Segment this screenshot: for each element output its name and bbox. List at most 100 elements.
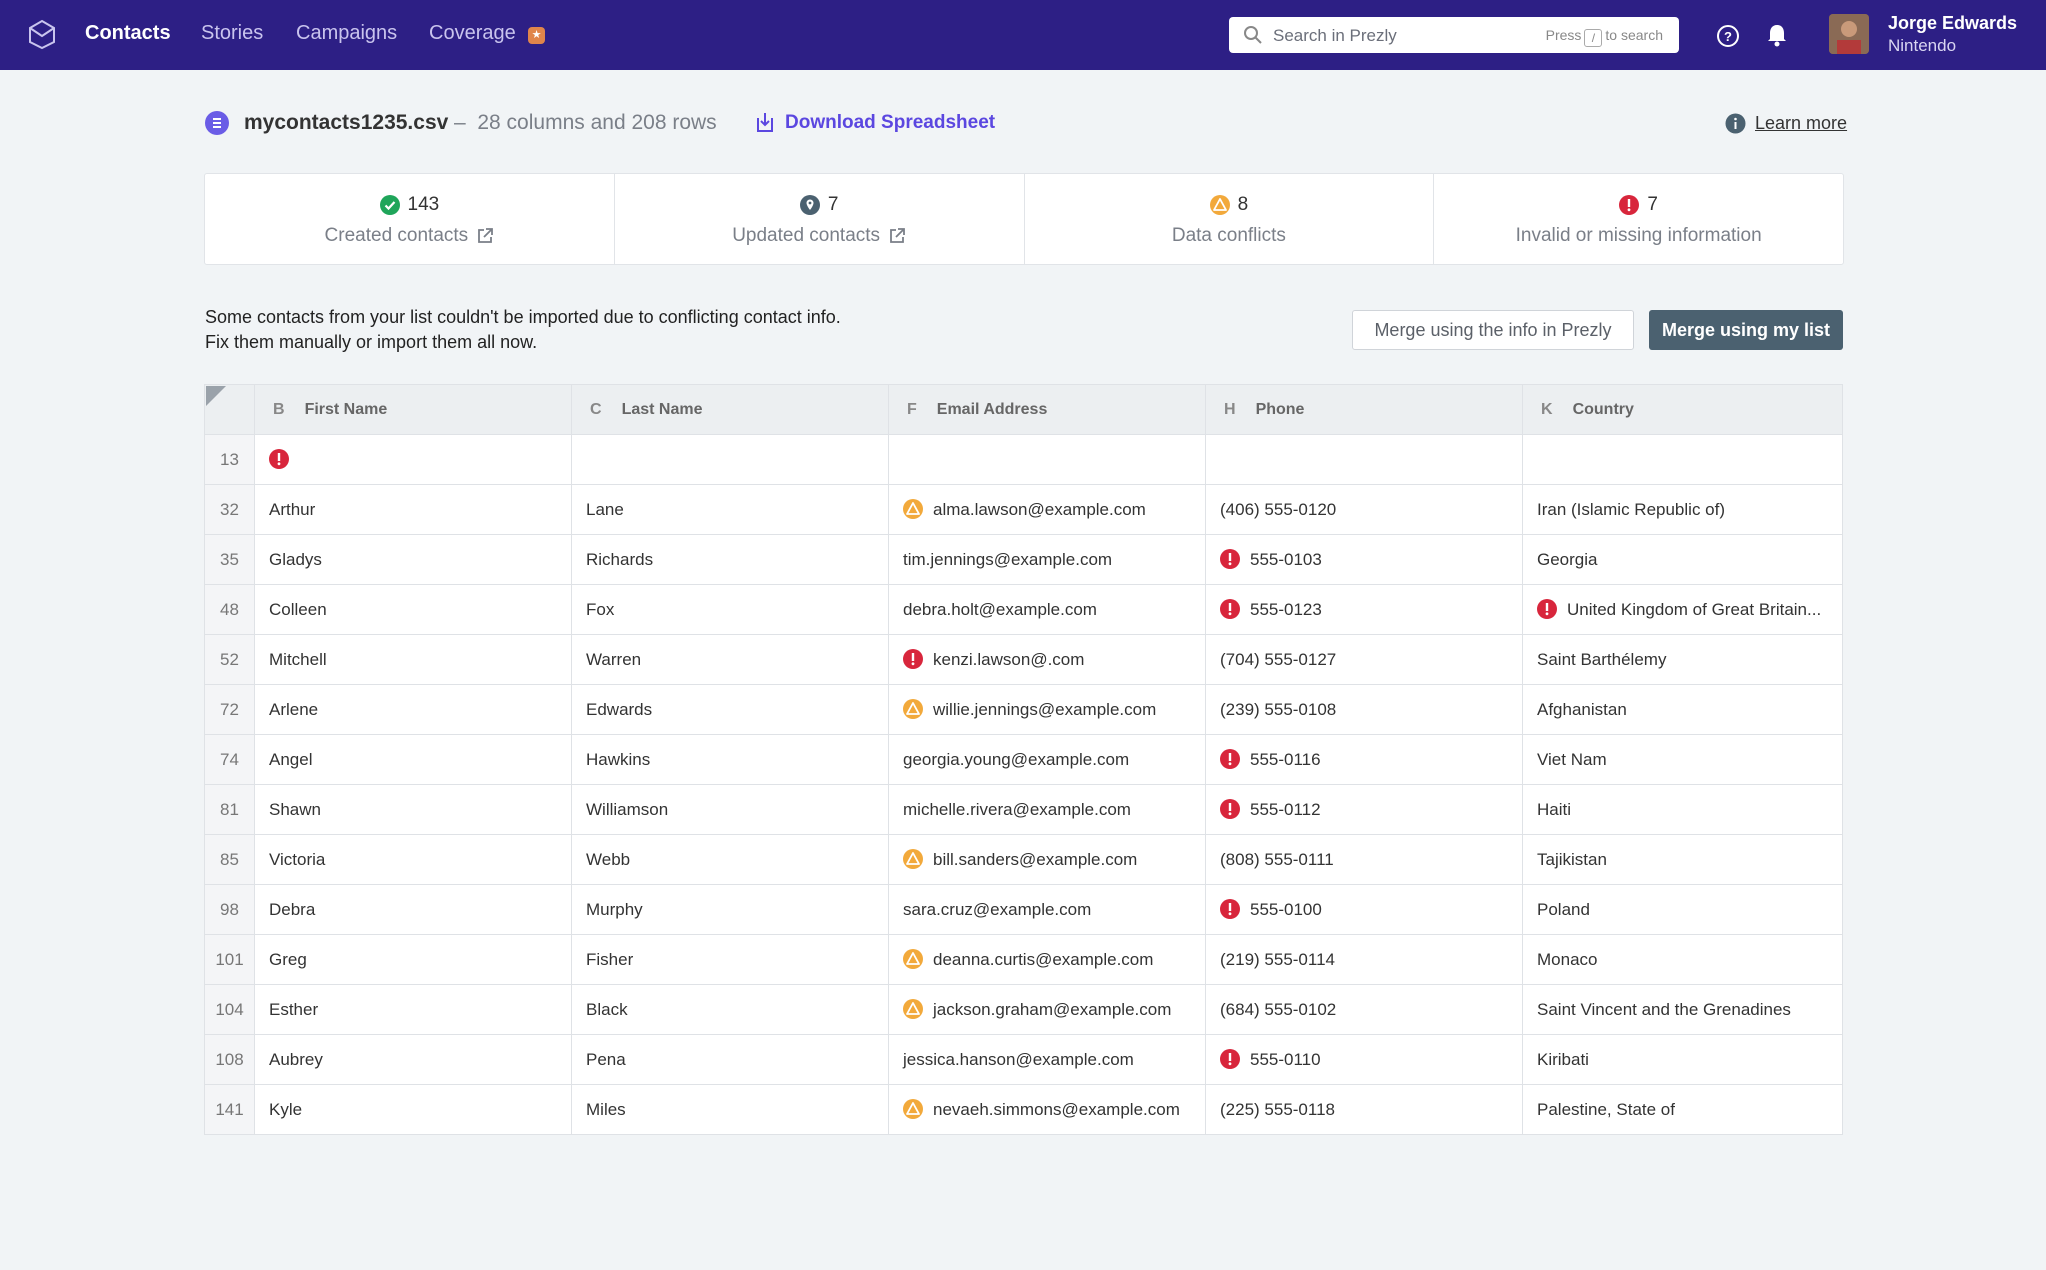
nav-item-campaigns[interactable]: Campaigns (296, 22, 398, 44)
cell-first[interactable]: Aubrey (254, 1034, 572, 1085)
cell-email[interactable]: kenzi.lawson@.com (888, 634, 1206, 685)
row-number: 108 (204, 1034, 255, 1085)
download-icon[interactable] (753, 110, 777, 134)
cell-phone[interactable]: 555-0123 (1205, 584, 1523, 635)
cell-phone[interactable]: (219) 555-0114 (1205, 934, 1523, 985)
learn-more-link[interactable]: Learn more (1755, 113, 1848, 133)
cell-last[interactable]: Black (571, 984, 889, 1035)
cell-country[interactable]: Viet Nam (1522, 734, 1843, 785)
cell-first[interactable]: Shawn (254, 784, 572, 835)
cell-email[interactable]: jackson.graham@example.com (888, 984, 1206, 1035)
cell-email[interactable]: willie.jennings@example.com (888, 684, 1206, 735)
cell-country[interactable]: Poland (1522, 884, 1843, 935)
select-all-corner[interactable] (204, 384, 255, 435)
cell-country[interactable]: United Kingdom of Great Britain... (1522, 584, 1843, 635)
cell-country[interactable]: Kiribati (1522, 1034, 1843, 1085)
cell-phone[interactable]: (406) 555-0120 (1205, 484, 1523, 535)
cell-phone[interactable]: (225) 555-0118 (1205, 1084, 1523, 1135)
cell-first[interactable]: Kyle (254, 1084, 572, 1135)
cell-first[interactable] (254, 434, 572, 485)
avatar[interactable] (1829, 14, 1869, 54)
cell-email[interactable]: alma.lawson@example.com (888, 484, 1206, 535)
cell-last[interactable]: Edwards (571, 684, 889, 735)
cell-first[interactable]: Arthur (254, 484, 572, 535)
merge-using-list-button[interactable]: Merge using my list (1649, 310, 1843, 350)
cell-phone[interactable]: 555-0110 (1205, 1034, 1523, 1085)
column-header[interactable]: C Last Name (571, 384, 889, 435)
cell-last[interactable]: Williamson (571, 784, 889, 835)
cell-last[interactable]: Miles (571, 1084, 889, 1135)
external-link-icon[interactable] (476, 227, 494, 245)
column-header[interactable]: K Country (1522, 384, 1843, 435)
cell-first[interactable]: Gladys (254, 534, 572, 585)
cell-phone[interactable]: 555-0112 (1205, 784, 1523, 835)
cell-last[interactable]: Fisher (571, 934, 889, 985)
stat-created-contacts[interactable]: 143 Created contacts (205, 174, 615, 264)
cell-country[interactable]: Haiti (1522, 784, 1843, 835)
nav-item-contacts[interactable]: Contacts (85, 22, 171, 44)
column-header[interactable]: H Phone (1205, 384, 1523, 435)
column-header[interactable]: B First Name (254, 384, 572, 435)
cell-first[interactable]: Esther (254, 984, 572, 1035)
cell-last[interactable]: Murphy (571, 884, 889, 935)
cell-value: 555-0100 (1250, 900, 1322, 919)
cell-last[interactable]: Warren (571, 634, 889, 685)
cell-last[interactable]: Hawkins (571, 734, 889, 785)
bell-icon[interactable] (1766, 23, 1788, 47)
cell-first[interactable]: Arlene (254, 684, 572, 735)
stat-updated-contacts[interactable]: 7 Updated contacts (615, 174, 1025, 264)
cell-phone[interactable]: 555-0116 (1205, 734, 1523, 785)
search-input[interactable]: Search in Prezly Press / to search (1229, 17, 1679, 53)
cell-first[interactable]: Colleen (254, 584, 572, 635)
cell-phone[interactable]: 555-0100 (1205, 884, 1523, 935)
cell-country[interactable]: Iran (Islamic Republic of) (1522, 484, 1843, 535)
user-name[interactable]: Jorge Edwards (1888, 13, 2018, 33)
cell-last[interactable]: Richards (571, 534, 889, 585)
warning-icon (1209, 195, 1230, 215)
cell-email[interactable]: tim.jennings@example.com (888, 534, 1206, 585)
cell-email[interactable]: deanna.curtis@example.com (888, 934, 1206, 985)
cell-email[interactable]: bill.sanders@example.com (888, 834, 1206, 885)
cell-country[interactable]: Georgia (1522, 534, 1843, 585)
cell-first[interactable]: Debra (254, 884, 572, 935)
cell-country[interactable]: Monaco (1522, 934, 1843, 985)
cell-last[interactable]: Fox (571, 584, 889, 635)
cell-country[interactable]: Palestine, State of (1522, 1084, 1843, 1135)
cell-first[interactable]: Angel (254, 734, 572, 785)
help-icon[interactable]: ? (1716, 24, 1740, 48)
cell-first[interactable]: Victoria (254, 834, 572, 885)
nav-item-stories[interactable]: Stories (201, 22, 264, 44)
cell-last[interactable]: Pena (571, 1034, 889, 1085)
merge-using-prezly-button[interactable]: Merge using the info in Prezly (1352, 310, 1634, 350)
cell-country[interactable]: Saint Vincent and the Grenadines (1522, 984, 1843, 1035)
cell-country[interactable]: Saint Barthélemy (1522, 634, 1843, 685)
stat-data-conflicts[interactable]: 8 Data conflicts (1025, 174, 1435, 264)
cell-email[interactable]: nevaeh.simmons@example.com (888, 1084, 1206, 1135)
cell-phone[interactable]: (239) 555-0108 (1205, 684, 1523, 735)
external-link-icon[interactable] (888, 227, 906, 245)
cell-phone[interactable]: (704) 555-0127 (1205, 634, 1523, 685)
cell-email[interactable]: jessica.hanson@example.com (888, 1034, 1206, 1085)
cell-phone[interactable]: (808) 555-0111 (1205, 834, 1523, 885)
cell-country[interactable] (1522, 434, 1843, 485)
column-header[interactable]: F Email Address (888, 384, 1206, 435)
cell-phone[interactable] (1205, 434, 1523, 485)
cell-country[interactable]: Afghanistan (1522, 684, 1843, 735)
cell-email[interactable]: sara.cruz@example.com (888, 884, 1206, 935)
cell-country[interactable]: Tajikistan (1522, 834, 1843, 885)
cell-first[interactable]: Greg (254, 934, 572, 985)
cell-phone[interactable]: 555-0103 (1205, 534, 1523, 585)
prezly-logo-icon[interactable] (26, 18, 58, 50)
cell-email[interactable]: georgia.young@example.com (888, 734, 1206, 785)
cell-email[interactable] (888, 434, 1206, 485)
cell-last[interactable] (571, 434, 889, 485)
cell-phone[interactable]: (684) 555-0102 (1205, 984, 1523, 1035)
stat-invalid-info[interactable]: 7 Invalid or missing information (1434, 174, 1843, 264)
nav-item-coverage[interactable]: Coverage (429, 22, 516, 44)
cell-last[interactable]: Webb (571, 834, 889, 885)
cell-first[interactable]: Mitchell (254, 634, 572, 685)
cell-last[interactable]: Lane (571, 484, 889, 535)
cell-email[interactable]: michelle.rivera@example.com (888, 784, 1206, 835)
download-spreadsheet-link[interactable]: Download Spreadsheet (785, 112, 996, 133)
cell-email[interactable]: debra.holt@example.com (888, 584, 1206, 635)
